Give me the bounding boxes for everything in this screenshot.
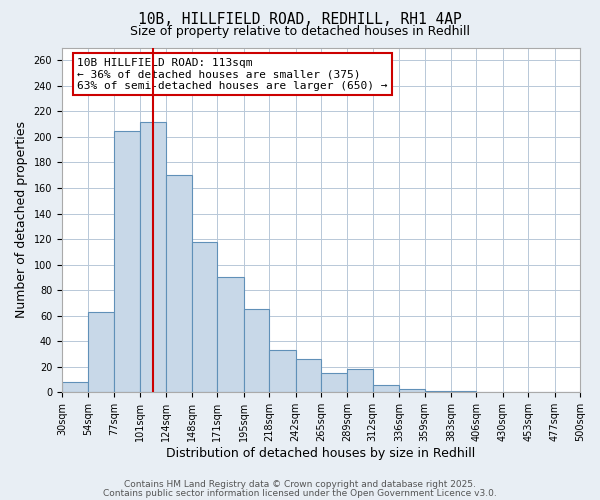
Text: Contains HM Land Registry data © Crown copyright and database right 2025.: Contains HM Land Registry data © Crown c…	[124, 480, 476, 489]
Bar	[347, 370, 373, 392]
Bar	[296, 359, 321, 392]
Bar	[425, 391, 451, 392]
Bar	[140, 122, 166, 392]
Bar	[192, 242, 217, 392]
Text: 10B HILLFIELD ROAD: 113sqm
← 36% of detached houses are smaller (375)
63% of sem: 10B HILLFIELD ROAD: 113sqm ← 36% of deta…	[77, 58, 388, 91]
Bar	[217, 278, 244, 392]
Bar	[451, 391, 476, 392]
X-axis label: Distribution of detached houses by size in Redhill: Distribution of detached houses by size …	[166, 447, 476, 460]
Bar	[88, 312, 114, 392]
Y-axis label: Number of detached properties: Number of detached properties	[15, 122, 28, 318]
Bar	[62, 382, 88, 392]
Text: Size of property relative to detached houses in Redhill: Size of property relative to detached ho…	[130, 25, 470, 38]
Bar	[166, 175, 192, 392]
Bar	[399, 388, 425, 392]
Bar	[373, 384, 399, 392]
Bar	[114, 130, 140, 392]
Bar	[269, 350, 296, 393]
Text: Contains public sector information licensed under the Open Government Licence v3: Contains public sector information licen…	[103, 488, 497, 498]
Bar	[244, 310, 269, 392]
Bar	[321, 373, 347, 392]
Text: 10B, HILLFIELD ROAD, REDHILL, RH1 4AP: 10B, HILLFIELD ROAD, REDHILL, RH1 4AP	[138, 12, 462, 28]
